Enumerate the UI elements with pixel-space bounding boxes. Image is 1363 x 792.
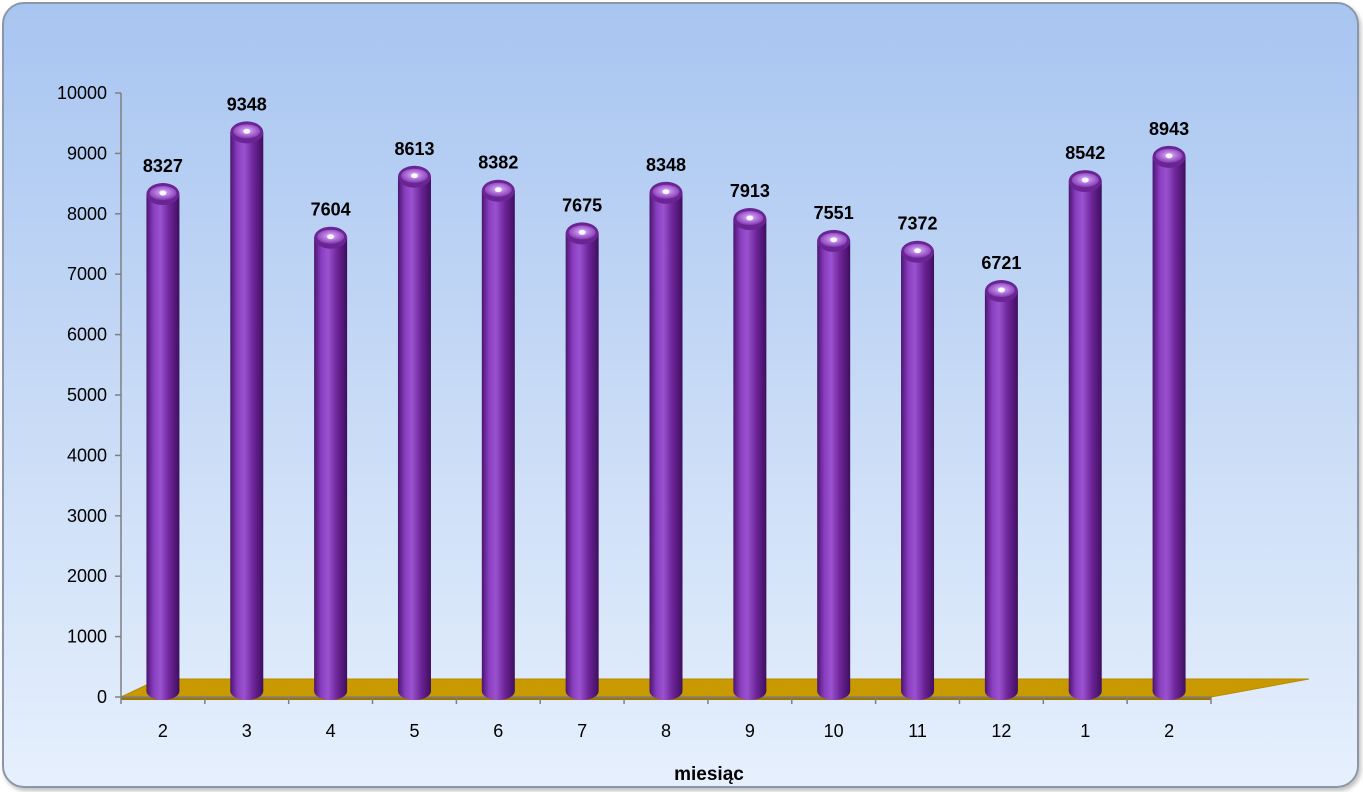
bar-body: [817, 240, 851, 691]
y-tick-label: 6000: [67, 325, 107, 345]
x-tick-label: 3: [242, 721, 252, 741]
y-tick-label: 1000: [67, 627, 107, 647]
bar: [1068, 170, 1102, 700]
bar-body: [1152, 156, 1186, 692]
y-tick-label: 4000: [67, 445, 107, 465]
bar-base: [146, 682, 180, 700]
bar-base: [733, 682, 767, 700]
bar-cap-highlight: [578, 229, 586, 235]
bar-base: [1068, 682, 1102, 700]
bar: [649, 181, 683, 700]
bar-cap-highlight: [1081, 177, 1089, 183]
bar: [901, 240, 935, 700]
bar-base: [230, 682, 264, 700]
data-label: 7675: [562, 195, 602, 215]
chart-floor: [120, 678, 1310, 698]
x-tick-label: 11: [908, 721, 927, 741]
y-tick-label: 3000: [67, 506, 107, 526]
bar: [397, 165, 431, 700]
y-tick-label: 7000: [67, 264, 107, 284]
x-tick-label: 2: [158, 721, 168, 741]
bar-body: [984, 291, 1018, 691]
bar-cap-highlight: [159, 190, 167, 196]
bar-body: [565, 233, 599, 691]
x-tick-label: 12: [991, 721, 1011, 741]
y-tick-label: 10000: [57, 83, 107, 103]
x-tick-label: 2: [1164, 721, 1174, 741]
bar-cap-highlight: [997, 287, 1005, 293]
bar-cap-highlight: [410, 173, 418, 179]
x-tick-label: 1: [1080, 721, 1090, 741]
y-tick-label: 0: [97, 687, 107, 707]
bar-base: [481, 682, 515, 700]
data-label: 7913: [730, 181, 770, 201]
data-label: 6721: [981, 253, 1021, 273]
x-tick-label: 9: [745, 721, 755, 741]
bar-base: [397, 682, 431, 700]
bar-cap-highlight: [662, 189, 670, 195]
bar-cap-highlight: [327, 234, 335, 240]
bar-cap-highlight: [243, 128, 251, 134]
x-tick-label: 10: [824, 721, 844, 741]
bar-body: [314, 237, 348, 692]
bar: [481, 179, 515, 700]
bar-base: [1152, 682, 1186, 700]
data-label: 8348: [646, 155, 686, 175]
data-label: 7551: [814, 203, 854, 223]
bar-body: [733, 219, 767, 691]
x-tick-label: 8: [661, 721, 671, 741]
data-label: 7372: [898, 214, 938, 234]
bar: [146, 183, 180, 700]
data-label: 8542: [1065, 143, 1105, 163]
bar-body: [901, 251, 935, 691]
bar-base: [314, 682, 348, 700]
data-label: 8613: [394, 139, 434, 159]
bar-base: [817, 682, 851, 700]
data-label: 8943: [1149, 119, 1189, 139]
bar-base: [901, 682, 935, 700]
y-tick-label: 5000: [67, 385, 107, 405]
data-label: 8382: [478, 153, 518, 173]
bar-chart: 0 1000 2000 3000 4000 5000 6000 7000 8000 9000 100…: [57, 83, 1310, 785]
data-label: 7604: [311, 200, 351, 220]
bar-cap-highlight: [494, 187, 502, 193]
bar-cap-highlight: [914, 248, 922, 254]
bar: [1152, 145, 1186, 700]
bar: [733, 208, 767, 700]
bar: [984, 280, 1018, 700]
bar-cap-highlight: [1165, 153, 1173, 159]
x-tick-label: 5: [409, 721, 419, 741]
x-axis-title: miesiąc: [674, 764, 744, 785]
x-tick-label: 7: [577, 721, 587, 741]
bar-cap-highlight: [830, 237, 838, 243]
bar-base: [984, 682, 1018, 700]
bar-body: [146, 194, 180, 691]
x-tick-label: 6: [493, 721, 503, 741]
y-tick-label: 2000: [67, 566, 107, 586]
data-label: 9348: [227, 94, 267, 114]
bar: [314, 226, 348, 700]
y-tick-label: 8000: [67, 204, 107, 224]
bar-base: [649, 682, 683, 700]
data-label: 8327: [143, 156, 183, 176]
x-tick-label: 4: [326, 721, 336, 741]
bar-base: [565, 682, 599, 700]
bar-body: [481, 190, 515, 691]
bar: [565, 222, 599, 700]
bar-body: [649, 192, 683, 691]
bar-body: [1068, 181, 1102, 691]
bar-body: [230, 132, 264, 691]
bar-body: [397, 176, 431, 692]
bar-cap-highlight: [746, 215, 754, 221]
bar: [230, 121, 264, 700]
bar: [817, 229, 851, 700]
y-tick-label: 9000: [67, 143, 107, 163]
